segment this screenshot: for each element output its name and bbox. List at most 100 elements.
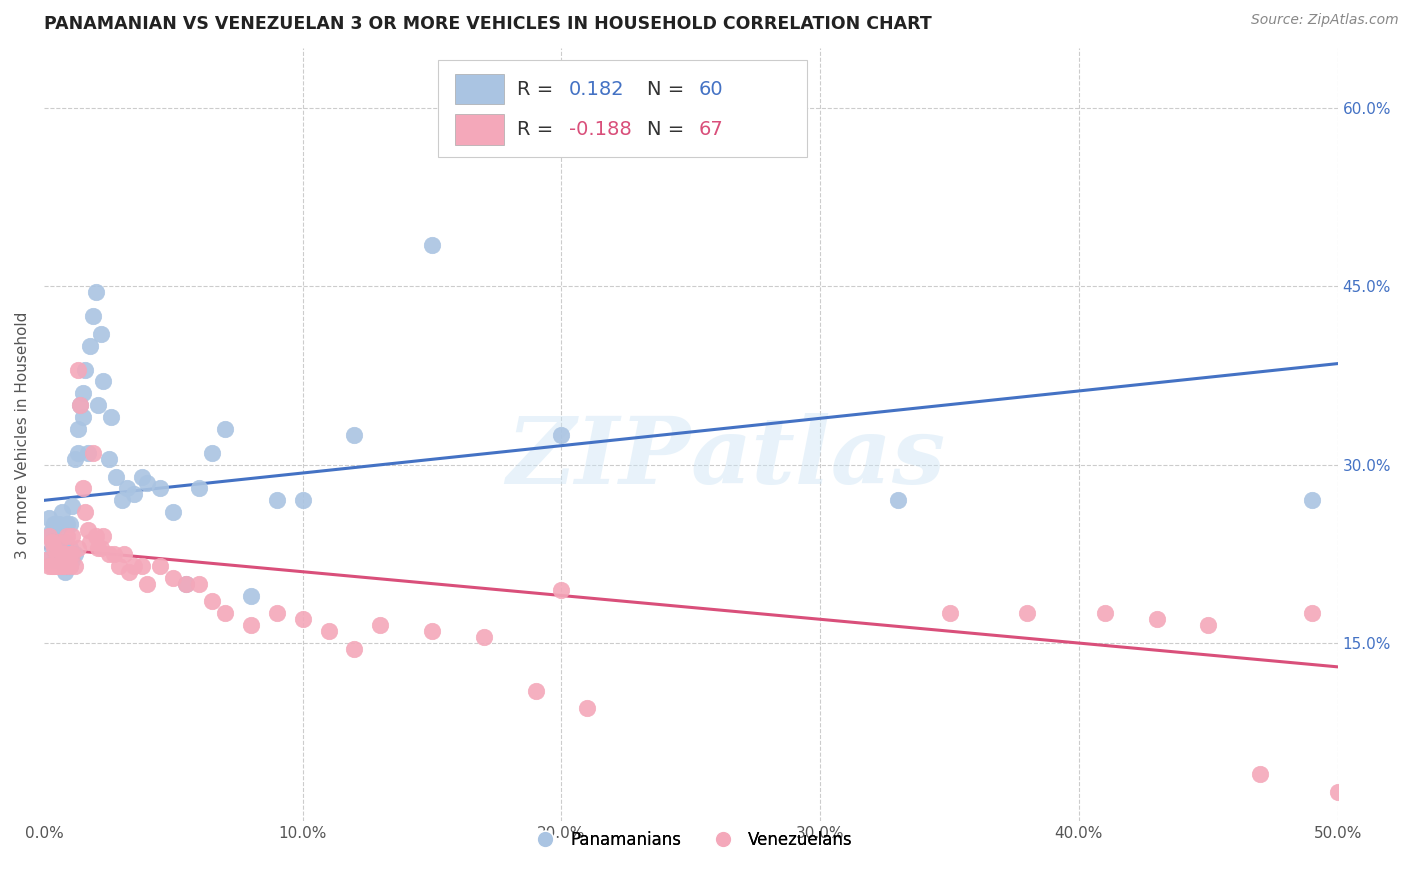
Point [110,493,132,508]
Point [48,517,70,532]
Point [87,541,110,555]
Point [174,576,197,591]
Text: R =: R = [517,120,554,139]
Point [239,589,262,603]
Point [72,410,94,425]
Point [48,547,70,561]
Point [41,541,63,555]
Bar [456,114,505,145]
Point [60,553,83,567]
Point [44,558,66,573]
Point [239,618,262,632]
Point [97,547,120,561]
Point [131,469,153,483]
Point [472,630,495,644]
Point [59,547,82,561]
Point [550,582,572,597]
Point [51,505,73,519]
Point [124,487,146,501]
Point [524,683,547,698]
Point [53,535,76,549]
Point [63,451,86,466]
Point [576,701,599,715]
Point [103,547,125,561]
Text: -0.188: -0.188 [569,120,631,139]
Text: atlas: atlas [690,413,946,503]
Point [38,558,60,573]
Point [51,558,73,573]
Point [60,547,83,561]
Point [41,523,63,537]
Point [75,505,97,519]
Text: Source: ZipAtlas.com: Source: ZipAtlas.com [1251,13,1399,28]
Point [44,541,66,555]
Point [162,571,184,585]
Point [214,607,236,621]
Point [887,493,910,508]
Point [266,493,288,508]
Point [45,541,67,555]
Point [90,541,112,555]
Point [48,535,70,549]
Point [420,237,443,252]
Point [291,493,314,508]
Point [136,475,159,490]
Point [82,309,104,323]
Point [53,547,76,561]
Point [79,339,101,353]
Text: R =: R = [517,79,554,98]
Point [63,547,86,561]
Point [59,558,82,573]
Point [93,529,115,543]
Point [75,362,97,376]
Point [1197,618,1219,632]
Point [343,642,366,657]
Point [266,607,288,621]
Point [1249,767,1271,781]
Point [84,529,107,543]
Point [1017,607,1039,621]
Point [51,547,73,561]
Point [131,558,153,573]
Point [69,398,91,412]
Point [45,547,67,561]
Point [1094,607,1116,621]
Text: ZIP: ZIP [506,413,690,503]
Point [77,523,100,537]
Point [38,511,60,525]
Point [90,326,112,341]
Point [201,594,224,608]
Point [59,517,82,532]
Point [1326,785,1348,799]
Point [214,422,236,436]
Point [79,535,101,549]
Point [56,558,79,573]
Point [1301,607,1323,621]
Point [51,553,73,567]
Point [318,624,340,639]
Point [41,535,63,549]
Point [105,469,128,483]
Text: PANAMANIAN VS VENEZUELAN 3 OR MORE VEHICLES IN HOUSEHOLD CORRELATION CHART: PANAMANIAN VS VENEZUELAN 3 OR MORE VEHIC… [44,15,932,33]
Point [45,547,67,561]
Point [108,558,131,573]
Point [174,576,197,591]
Point [45,523,67,537]
Point [149,558,172,573]
Point [550,428,572,442]
Point [938,607,960,621]
Bar [456,73,505,104]
Point [84,285,107,300]
Point [93,375,115,389]
Text: 60: 60 [699,79,723,98]
Point [35,553,58,567]
Text: N =: N = [647,79,685,98]
Point [162,505,184,519]
Point [72,482,94,496]
Point [136,576,159,591]
Point [420,624,443,639]
Point [291,612,314,626]
Point [56,553,79,567]
Legend: Panamanians, Venezuelans: Panamanians, Venezuelans [522,824,859,855]
Point [60,529,83,543]
